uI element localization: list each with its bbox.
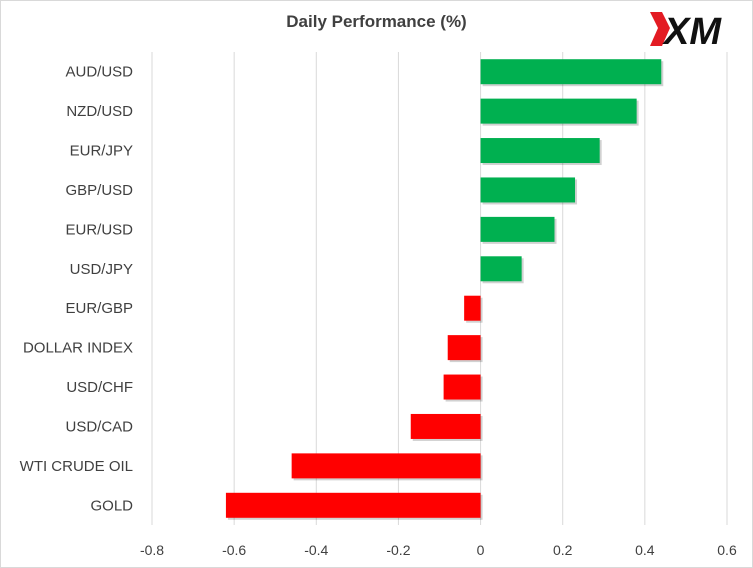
x-tick-label: -0.6 xyxy=(222,542,246,558)
bar-aud-usd xyxy=(480,59,662,85)
bar-nzd-usd xyxy=(480,98,637,124)
category-label: EUR/GBP xyxy=(65,300,133,317)
category-label: USD/JPY xyxy=(70,261,133,278)
x-tick-label: 0.2 xyxy=(553,542,573,558)
bar-eur-gbp xyxy=(464,295,481,321)
x-tick-label: -0.2 xyxy=(386,542,410,558)
x-tick-label: -0.8 xyxy=(140,542,164,558)
category-label: EUR/USD xyxy=(65,221,133,238)
x-tick-label: 0.4 xyxy=(635,542,655,558)
gridlines xyxy=(151,52,728,525)
logo-text: XM xyxy=(662,11,722,52)
bar-dollar-index xyxy=(447,335,481,361)
category-label: AUD/USD xyxy=(65,64,133,81)
chart-title: Daily Performance (%) xyxy=(286,12,467,31)
bar-gbp-usd xyxy=(480,177,576,203)
bars xyxy=(225,59,664,520)
x-axis-tick-labels: -0.8 -0.6 -0.4 -0.2 0 0.2 0.4 0.6 xyxy=(140,542,737,558)
category-label: USD/CHF xyxy=(66,379,133,396)
category-label: EUR/JPY xyxy=(70,143,133,160)
xm-logo: XM xyxy=(648,6,746,53)
bar-usd-chf xyxy=(443,374,481,400)
category-label: GOLD xyxy=(90,497,133,514)
bar-usd-cad xyxy=(410,413,481,439)
bar-eur-usd xyxy=(480,216,555,242)
bar-gold xyxy=(225,492,481,518)
bar-usd-jpy xyxy=(480,256,522,282)
bar-wti-crude-oil xyxy=(291,453,481,479)
category-label: NZD/USD xyxy=(66,103,133,120)
category-label: DOLLAR INDEX xyxy=(23,340,133,357)
x-tick-label: 0.6 xyxy=(717,542,737,558)
xm-logo-mark: XM xyxy=(650,11,722,53)
category-label: USD/CAD xyxy=(65,418,133,435)
category-label: WTI CRUDE OIL xyxy=(20,458,133,475)
x-tick-label: 0 xyxy=(477,542,485,558)
category-labels: AUD/USD NZD/USD EUR/JPY GBP/USD EUR/USD USD/J… xyxy=(20,64,134,515)
bar-eur-jpy xyxy=(480,138,600,164)
x-tick-label: -0.4 xyxy=(304,542,328,558)
category-label: GBP/USD xyxy=(65,182,133,199)
